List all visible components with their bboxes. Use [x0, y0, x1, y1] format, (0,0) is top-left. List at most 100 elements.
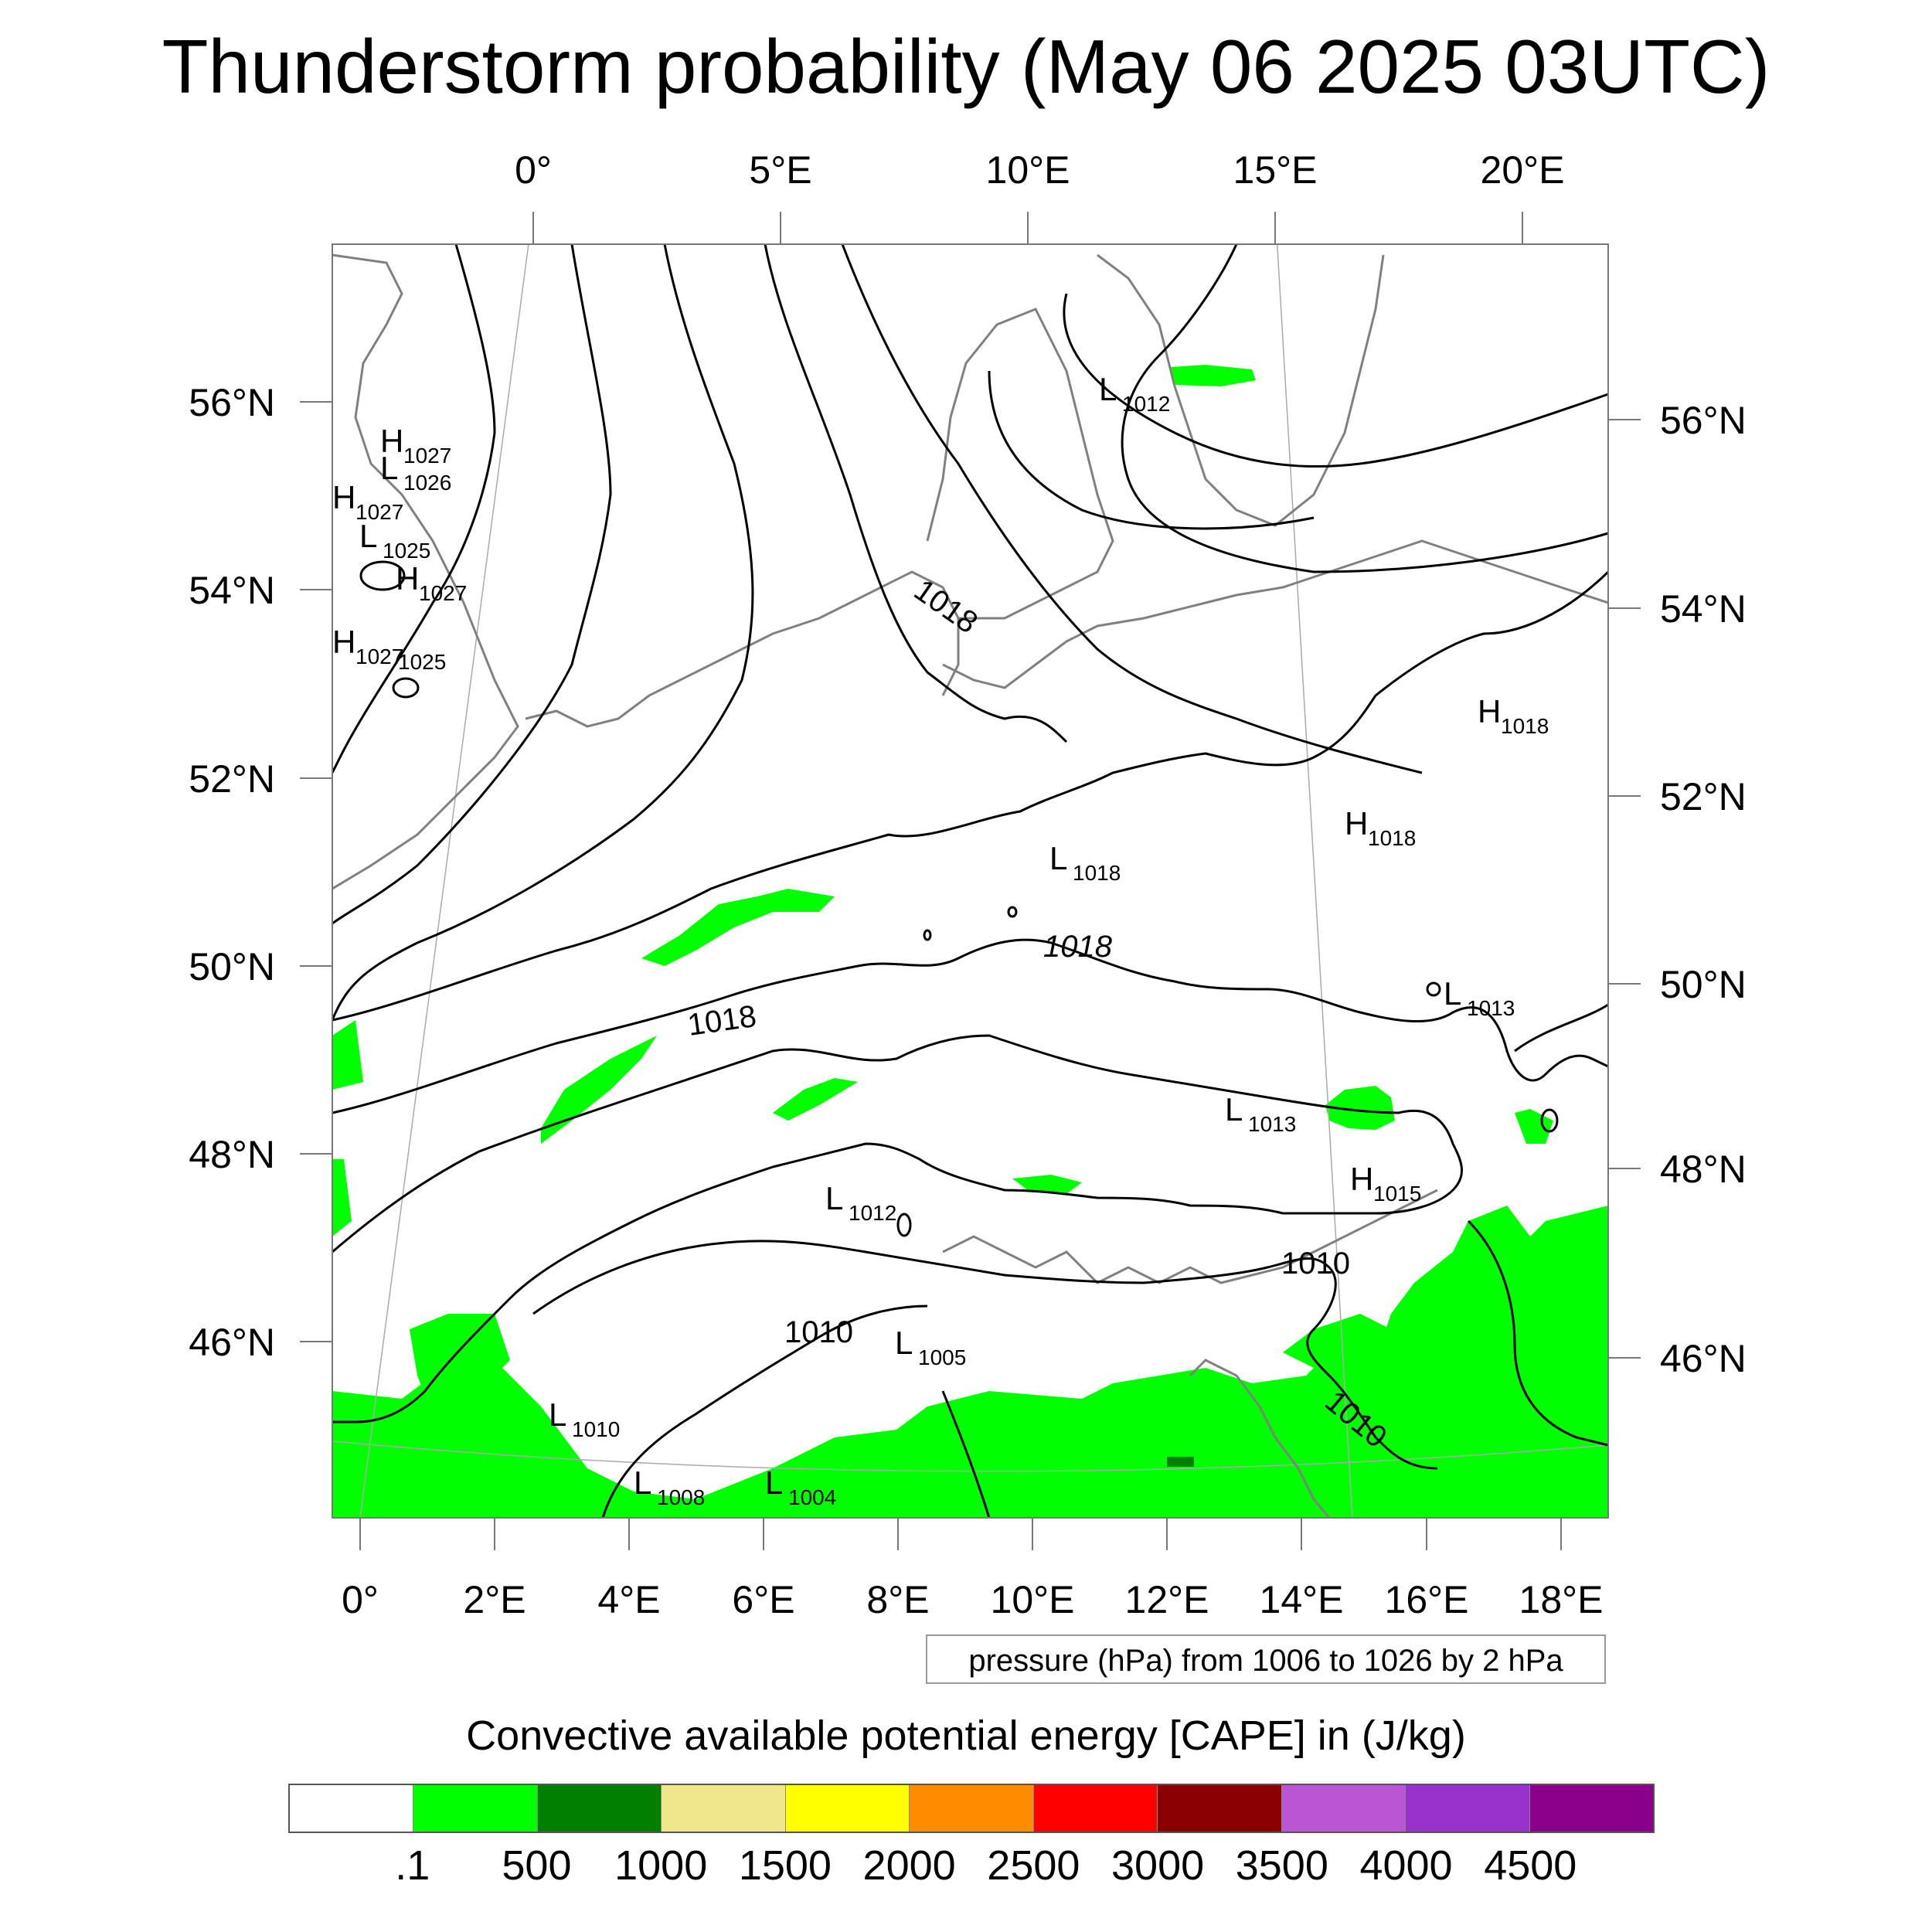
- right-lat-label: 48°N: [1660, 1148, 1747, 1191]
- bottom-lon-label: 16°E: [1385, 1578, 1469, 1621]
- pressure-center: L 1013: [1444, 975, 1515, 1020]
- bottom-lon-label: 18°E: [1519, 1578, 1604, 1621]
- colorbar-swatch: [910, 1785, 1034, 1832]
- svg-text:1013: 1013: [1467, 996, 1515, 1020]
- svg-text:L: L: [825, 1180, 843, 1216]
- colorbar-tick-label: 4500: [1484, 1842, 1577, 1889]
- colorbar-swatch: [1033, 1785, 1158, 1832]
- top-lon-label: 0°: [515, 148, 552, 192]
- colorbar-tick-label: 1000: [614, 1842, 708, 1889]
- cape-area-sw: [410, 1314, 510, 1437]
- bottom-lon-label: 12°E: [1125, 1578, 1209, 1621]
- colorbar: [288, 1784, 1655, 1833]
- top-lon-label: 5°E: [749, 148, 811, 192]
- svg-text:1015: 1015: [1373, 1182, 1421, 1206]
- cape-dark-spot: [1167, 1457, 1194, 1467]
- svg-text:L: L: [359, 518, 377, 554]
- svg-text:L: L: [1225, 1091, 1243, 1128]
- colorbar-title: Convective available potential energy [C…: [466, 1713, 1466, 1759]
- bottom-lon-label: 0°: [342, 1578, 379, 1621]
- cape-east-blob: [1515, 1109, 1553, 1144]
- right-lat-label: 56°N: [1660, 399, 1747, 442]
- colorbar-tick-label: .1: [395, 1842, 430, 1889]
- pressure-center: H 1027: [380, 423, 451, 468]
- bottom-lon-label: 4°E: [597, 1578, 660, 1621]
- graticule: [332, 244, 1608, 1518]
- left-lat-label: 50°N: [189, 945, 275, 988]
- left-lat-label: 54°N: [189, 569, 275, 612]
- colorbar-swatch: [1406, 1785, 1530, 1832]
- pressure-center: L 1010: [549, 1396, 620, 1441]
- colorbar-swatch: [413, 1785, 538, 1832]
- bottom-lon-label: 14°E: [1260, 1578, 1344, 1621]
- cape-area-east: [1546, 1236, 1608, 1314]
- svg-text:1027: 1027: [419, 581, 467, 605]
- svg-text:1025: 1025: [383, 539, 430, 563]
- colorbar-tick-label: 3000: [1111, 1842, 1205, 1889]
- pressure-center: H 1027: [396, 560, 467, 605]
- cape-field: [332, 365, 1608, 1518]
- svg-text:1018: 1018: [1073, 861, 1121, 885]
- pressure-center: H 1018: [1478, 693, 1549, 738]
- svg-text:L: L: [549, 1396, 566, 1433]
- svg-text:1012: 1012: [1122, 392, 1170, 416]
- left-lat-label: 52°N: [189, 757, 275, 801]
- bottom-lon-label: 10°E: [991, 1578, 1075, 1621]
- svg-text:L: L: [1444, 975, 1461, 1012]
- cape-area-south: [332, 1206, 1608, 1518]
- cape-band-4: [1012, 1175, 1082, 1194]
- colorbar-swatch: [1281, 1785, 1406, 1832]
- svg-text:1027: 1027: [355, 500, 403, 524]
- svg-text:L: L: [765, 1464, 783, 1501]
- isobars: [332, 244, 1608, 1518]
- right-lat-label: 54°N: [1660, 587, 1747, 631]
- svg-text:1018: 1018: [1501, 714, 1549, 738]
- bottom-lon-label: 2°E: [463, 1578, 526, 1621]
- colorbar-tick-label: 2000: [862, 1842, 956, 1889]
- pressure-center: L 1008: [634, 1464, 705, 1509]
- svg-text:H: H: [1350, 1161, 1373, 1197]
- top-lon-label: 15°E: [1233, 148, 1318, 192]
- bottom-lon-label: 8°E: [866, 1578, 929, 1621]
- isobar-label: 1018: [908, 573, 984, 640]
- svg-text:1008: 1008: [657, 1485, 705, 1509]
- pressure-center: L 1013: [1225, 1091, 1296, 1136]
- svg-text:H: H: [396, 560, 419, 597]
- left-lat-label: 46°N: [189, 1321, 275, 1364]
- pressure-center: L 1012: [825, 1180, 896, 1225]
- colorbar-swatch: [1158, 1785, 1282, 1832]
- colorbar-tick-label: 4000: [1359, 1842, 1453, 1889]
- cape-area-west-1: [332, 1020, 363, 1090]
- svg-text:1010: 1010: [572, 1417, 620, 1441]
- right-lat-label: 46°N: [1660, 1337, 1747, 1380]
- colorbar-tick-label: 500: [502, 1842, 572, 1889]
- isobar-loops: [359, 560, 1559, 1237]
- pressure-center: L 1005: [895, 1325, 966, 1369]
- top-lon-label: 20°E: [1481, 148, 1565, 192]
- svg-text:1012: 1012: [849, 1201, 896, 1225]
- svg-text:L: L: [1099, 371, 1117, 407]
- cape-area-southeast: [1376, 1206, 1608, 1437]
- isobar-label: 1018: [1043, 930, 1113, 964]
- svg-text:1018: 1018: [1368, 826, 1416, 850]
- svg-text:1005: 1005: [918, 1345, 966, 1369]
- svg-text:H: H: [1345, 805, 1368, 842]
- svg-text:1025: 1025: [398, 650, 446, 674]
- contour-info-box: pressure (hPa) from 1006 to 1026 by 2 hP…: [926, 1634, 1606, 1684]
- cape-area-west-2: [332, 1159, 352, 1236]
- colorbar-swatch: [1529, 1785, 1653, 1832]
- tick-marks: [300, 212, 1641, 1550]
- cape-band-3: [773, 1078, 858, 1121]
- pressure-center: H 1015: [1350, 1161, 1421, 1206]
- svg-text:L: L: [634, 1464, 651, 1501]
- colorbar-tick-label: 2500: [987, 1842, 1080, 1889]
- svg-text:H: H: [1478, 693, 1501, 730]
- coastlines: [332, 253, 1608, 1518]
- svg-text:H: H: [332, 479, 355, 515]
- colorbar-swatch: [537, 1785, 662, 1832]
- left-lat-label: 56°N: [189, 381, 275, 424]
- svg-text:H: H: [380, 423, 403, 459]
- svg-text:L: L: [895, 1325, 913, 1361]
